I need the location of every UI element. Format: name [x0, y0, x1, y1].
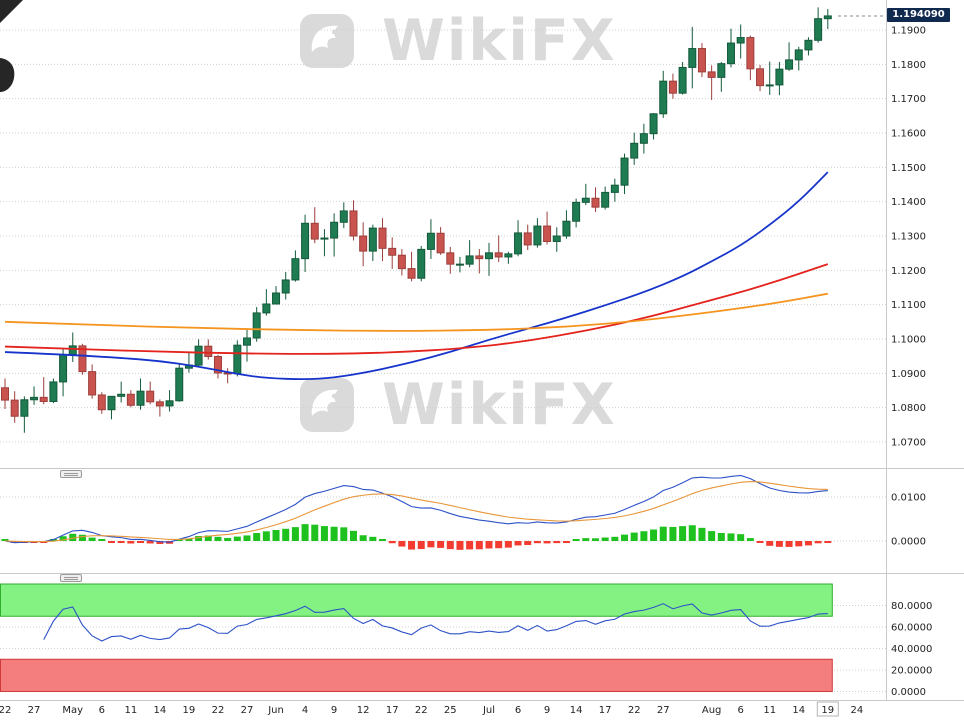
oscillator-bands — [0, 583, 833, 692]
axis-tick-label: 0.0000 — [891, 687, 926, 698]
time-tick-label: 22 — [212, 705, 225, 716]
wikifx-watermark: WikiFX — [298, 376, 617, 434]
time-tick-label: 17 — [599, 705, 612, 716]
gridlines — [0, 29, 886, 692]
time-tick-label: 6 — [99, 705, 105, 716]
wikifx-watermark: WikiFX — [298, 12, 617, 70]
price-axis[interactable]: 1.1900 1.1800 1.1700 1.1600 1.1500 1.1400 1.13… — [891, 26, 932, 699]
time-tick-label: 9 — [331, 705, 337, 716]
time-tick-label: 14 — [154, 705, 167, 716]
time-tick-label: Jul — [482, 705, 495, 716]
panel-frame — [0, 0, 964, 701]
axis-tick-label: 40.0000 — [891, 644, 932, 655]
time-tick-label: 27 — [241, 705, 254, 716]
wikifx-logo-icon — [300, 378, 354, 432]
wikifx-watermark-text: WikiFX — [382, 371, 617, 438]
macd-signal-line — [4, 481, 828, 543]
axis-tick-label: 20.0000 — [891, 666, 932, 677]
time-tick-label: 19 — [821, 705, 834, 716]
axis-tick-label: 0.0000 — [891, 537, 926, 548]
axis-tick-label: 1.1900 — [891, 26, 926, 37]
time-tick-label: 4 — [302, 705, 308, 716]
time-axis[interactable]: 22 27 May 6 11 14 19 22 27 Jun 4 9 12 17 22 25 Jul 6 9 14 17… — [0, 701, 863, 717]
axis-tick-label: 80.0000 — [891, 601, 932, 612]
time-tick-label: Jun — [267, 705, 284, 716]
axis-tick-label: 1.0900 — [891, 369, 926, 380]
axis-tick-label: 1.1000 — [891, 335, 926, 346]
moving-averages-layer — [4, 171, 829, 381]
time-tick-label: 11 — [763, 705, 776, 716]
time-tick-label: 6 — [737, 705, 743, 716]
axis-tick-label: 1.1600 — [891, 129, 926, 140]
candles-layer[interactable] — [1, 7, 832, 433]
time-tick-label: Aug — [702, 705, 722, 716]
macd-panel-resize-handle[interactable] — [60, 470, 82, 478]
time-tick-label: 22 — [415, 705, 428, 716]
ma-orange — [4, 292, 828, 332]
axis-tick-label: 1.1700 — [891, 94, 926, 105]
ma-red — [4, 263, 829, 355]
axis-tick-label: 1.1200 — [891, 266, 926, 277]
time-tick-label: 25 — [444, 705, 457, 716]
axis-tick-label: 1.0800 — [891, 403, 926, 414]
oscillator-layer[interactable] — [43, 603, 828, 642]
time-tick-label: 9 — [544, 705, 550, 716]
axis-tick-label: 1.1800 — [891, 60, 926, 71]
time-tick-label: 12 — [357, 705, 370, 716]
time-tick-label: 11 — [124, 705, 137, 716]
macd-line — [4, 474, 828, 544]
ma-blue — [4, 171, 829, 381]
wikifx-watermark-text: WikiFX — [382, 7, 617, 74]
macd-layer[interactable] — [1, 474, 832, 550]
time-tick-label: 22 — [628, 705, 641, 716]
corner-logo-fragment — [0, 0, 23, 92]
time-tick-label: 27 — [657, 705, 670, 716]
wikifx-logo-icon — [300, 14, 354, 68]
time-tick-label: May — [62, 705, 83, 716]
rsi-line — [43, 603, 828, 642]
time-tick-label: 17 — [386, 705, 399, 716]
axis-tick-label: 0.0100 — [891, 493, 926, 504]
time-tick-label: 14 — [570, 705, 583, 716]
time-tick-label: 14 — [792, 705, 805, 716]
oscillator-panel-resize-handle[interactable] — [60, 574, 82, 582]
axis-tick-label: 60.0000 — [891, 623, 932, 634]
time-tick-label: 24 — [850, 705, 863, 716]
axis-tick-label: 1.1400 — [891, 197, 926, 208]
axis-tick-label: 1.0700 — [891, 438, 926, 449]
current-date-highlight — [816, 701, 839, 717]
axis-tick-label: 1.1100 — [891, 300, 926, 311]
axis-tick-label: 1.1500 — [891, 163, 926, 174]
time-tick-label: 22 — [0, 705, 11, 716]
axis-tick-label: 1.1300 — [891, 232, 926, 243]
time-tick-label: 6 — [515, 705, 521, 716]
time-tick-label: 19 — [183, 705, 196, 716]
last-price-badge: 1.194090 — [887, 8, 950, 22]
time-tick-label: 27 — [28, 705, 41, 716]
